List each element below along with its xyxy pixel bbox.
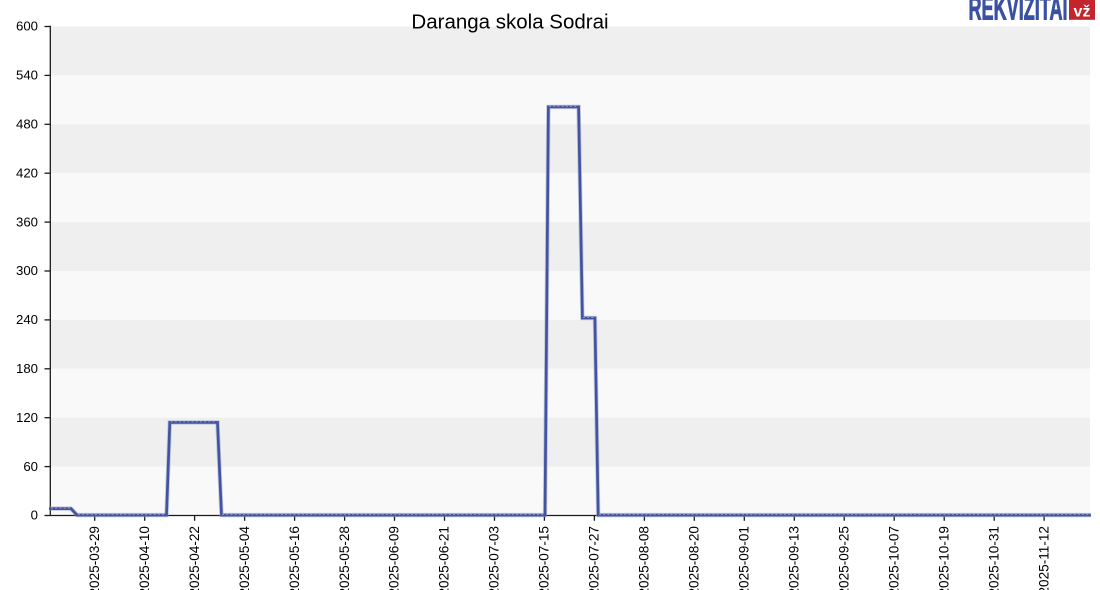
svg-text:420: 420 (16, 165, 38, 180)
svg-text:2025-07-15: 2025-07-15 (537, 526, 552, 590)
svg-text:2025-07-27: 2025-07-27 (587, 526, 602, 590)
svg-text:2025-08-08: 2025-08-08 (637, 526, 652, 590)
svg-text:2025-09-25: 2025-09-25 (836, 526, 851, 590)
svg-text:REKVIZITAI: REKVIZITAI (969, 0, 1068, 27)
svg-text:2025-05-16: 2025-05-16 (287, 526, 302, 590)
svg-text:2025-05-04: 2025-05-04 (237, 526, 252, 590)
svg-text:2025-05-28: 2025-05-28 (337, 526, 352, 590)
svg-text:540: 540 (16, 68, 38, 83)
svg-text:180: 180 (16, 361, 38, 376)
svg-text:0: 0 (31, 508, 38, 523)
svg-text:2025-10-31: 2025-10-31 (986, 526, 1001, 590)
svg-text:2025-09-01: 2025-09-01 (737, 526, 752, 590)
svg-text:Daranga skola Sodrai: Daranga skola Sodrai (411, 11, 608, 34)
svg-text:2025-04-10: 2025-04-10 (137, 526, 152, 590)
svg-text:480: 480 (16, 117, 38, 132)
svg-text:2025-08-20: 2025-08-20 (687, 526, 702, 590)
svg-text:600: 600 (16, 19, 38, 34)
svg-text:120: 120 (16, 410, 38, 425)
svg-text:2025-07-03: 2025-07-03 (487, 526, 502, 590)
svg-text:2025-06-21: 2025-06-21 (437, 526, 452, 590)
svg-text:vž: vž (1074, 3, 1091, 20)
svg-text:2025-10-07: 2025-10-07 (886, 526, 901, 590)
svg-text:300: 300 (16, 263, 38, 278)
svg-text:60: 60 (23, 459, 38, 474)
svg-text:2025-03-29: 2025-03-29 (87, 526, 102, 590)
svg-text:2025-10-19: 2025-10-19 (936, 526, 951, 590)
svg-text:2025-09-13: 2025-09-13 (787, 526, 802, 590)
svg-text:2025-06-09: 2025-06-09 (387, 526, 402, 590)
svg-text:360: 360 (16, 214, 38, 229)
svg-text:2025-11-12: 2025-11-12 (1036, 526, 1051, 590)
svg-text:2025-04-22: 2025-04-22 (187, 526, 202, 590)
svg-text:240: 240 (16, 312, 38, 327)
